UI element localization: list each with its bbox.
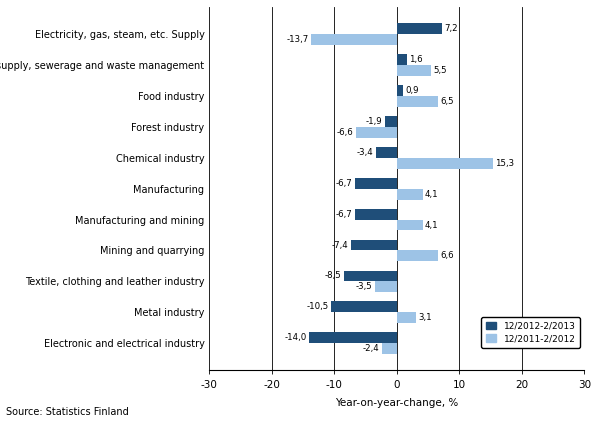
Bar xyxy=(397,85,402,96)
Text: 3,1: 3,1 xyxy=(419,313,432,322)
Text: 1,6: 1,6 xyxy=(410,55,423,64)
Text: -7,4: -7,4 xyxy=(331,240,348,250)
Text: -8,5: -8,5 xyxy=(325,272,341,280)
Text: -6,6: -6,6 xyxy=(336,128,353,137)
Bar xyxy=(350,240,397,250)
Bar xyxy=(397,250,438,261)
Bar xyxy=(397,54,407,65)
Text: Source: Statistics Finland: Source: Statistics Finland xyxy=(6,407,129,417)
Bar xyxy=(397,96,438,107)
Text: 0,9: 0,9 xyxy=(405,86,419,95)
Text: -6,7: -6,7 xyxy=(335,210,352,218)
Legend: 12/2012-2/2013, 12/2011-2/2012: 12/2012-2/2013, 12/2011-2/2012 xyxy=(481,317,580,348)
Bar xyxy=(344,271,397,281)
Bar xyxy=(397,189,423,200)
Text: 5,5: 5,5 xyxy=(434,66,447,75)
Bar xyxy=(385,116,397,127)
Bar xyxy=(375,281,397,292)
Text: 4,1: 4,1 xyxy=(425,189,439,199)
Bar xyxy=(382,343,397,354)
Text: 4,1: 4,1 xyxy=(425,221,439,229)
Text: -14,0: -14,0 xyxy=(285,333,307,342)
Bar xyxy=(397,220,423,230)
Bar xyxy=(397,158,493,169)
Text: -3,5: -3,5 xyxy=(356,282,373,291)
Text: -1,9: -1,9 xyxy=(366,117,383,126)
Bar xyxy=(311,34,397,45)
Text: 15,3: 15,3 xyxy=(495,159,514,168)
Text: -13,7: -13,7 xyxy=(286,35,309,44)
Bar xyxy=(376,147,397,158)
Bar xyxy=(309,332,397,343)
Text: -2,4: -2,4 xyxy=(362,344,379,353)
Bar xyxy=(331,301,397,312)
X-axis label: Year-on-year-change, %: Year-on-year-change, % xyxy=(335,398,459,408)
Text: 6,5: 6,5 xyxy=(440,97,454,106)
Text: 6,6: 6,6 xyxy=(441,251,454,261)
Bar xyxy=(397,24,442,34)
Bar xyxy=(355,178,397,189)
Bar xyxy=(397,312,416,323)
Text: -3,4: -3,4 xyxy=(356,148,373,157)
Text: 7,2: 7,2 xyxy=(444,24,458,33)
Text: -10,5: -10,5 xyxy=(307,302,329,312)
Bar xyxy=(397,65,431,76)
Text: -6,7: -6,7 xyxy=(335,179,352,188)
Bar xyxy=(356,127,397,138)
Bar xyxy=(355,209,397,220)
